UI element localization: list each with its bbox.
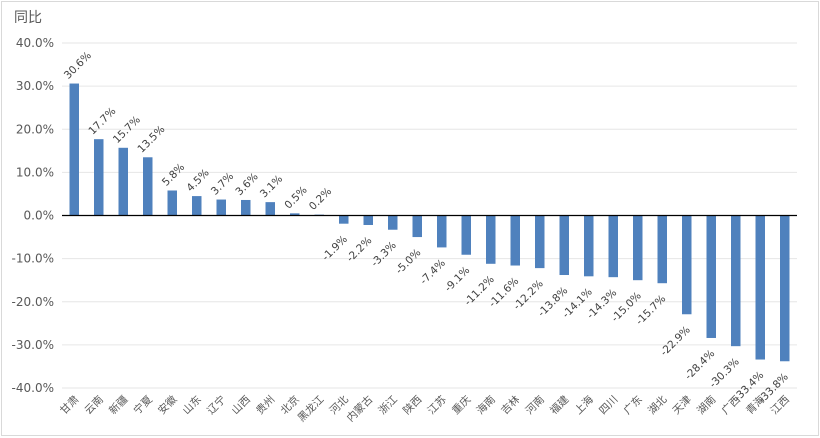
data-label: -22.9% [658,324,693,359]
x-tick-label: 贵州 [253,393,277,417]
data-label: 4.5% [184,167,211,194]
data-label: 3.7% [209,170,236,197]
x-tick-label: 广东 [621,393,645,417]
bar [657,215,667,284]
bars [69,83,790,362]
x-tick-label: 内蒙古 [344,393,375,424]
bar [461,215,471,255]
bar [559,215,569,276]
data-label: -9.1% [442,264,472,294]
x-tick-label: 湖南 [694,393,718,417]
x-tick-label: 四川 [597,394,620,417]
x-tick-label: 江苏 [425,393,449,417]
y-tick-label: -10.0% [12,252,54,266]
x-tick-label: 新疆 [106,393,130,417]
y-tick-label: -20.0% [12,295,54,309]
x-tick-label: 黑龙江 [295,393,327,425]
bar [755,215,765,360]
data-label: 30.6% [62,50,94,82]
y-axis-ticks: 40.0% 30.0% 20.0% 10.0% 0.0% -10.0% -20.0% -30.… [12,36,54,395]
data-label: 15.7% [111,114,143,146]
y-tick-label: -40.0% [12,381,54,395]
x-tick-label: 安徽 [155,393,179,417]
x-tick-label: 陕西 [400,393,424,417]
bar [339,215,349,224]
x-tick-label: 湖北 [646,393,670,417]
x-tick-label: 海南 [474,393,498,417]
data-label: -7.4% [418,257,448,287]
y-tick-label: 20.0% [16,122,54,136]
bar [167,190,177,216]
bar [731,215,741,347]
bar [535,215,545,269]
x-tick-label: 山东 [180,393,204,417]
bar [143,157,153,216]
x-tick-label: 重庆 [449,393,473,417]
bar [94,139,104,216]
y-tick-label: 0.0% [24,209,55,223]
bar [388,215,398,230]
x-tick-label: 福建 [547,393,571,417]
bar [510,215,520,266]
data-label: 17.7% [86,105,118,137]
data-label: 0.5% [282,184,309,211]
x-tick-label: 吉林 [498,393,522,417]
bar [265,202,275,216]
data-label: 0.2% [307,185,334,212]
x-tick-label: 河南 [523,393,547,417]
y-tick-label: 10.0% [16,165,54,179]
bar [486,215,496,264]
data-label: 3.6% [233,171,260,198]
data-label: 3.1% [258,173,285,200]
x-tick-label: 云南 [82,393,106,417]
bar [780,215,790,362]
y-tick-label: 40.0% [16,36,54,50]
x-tick-label: 浙江 [377,393,401,417]
bar [584,215,594,277]
bar [216,199,226,216]
data-label: 5.8% [160,161,187,188]
bar [608,215,618,278]
y-tick-label: 30.0% [16,79,54,93]
x-tick-label: 甘肃 [57,393,81,417]
bar [633,215,643,281]
bar [682,215,692,315]
y-axis-label: 同比 [14,10,42,26]
x-tick-label: 上海 [572,393,596,417]
bar [363,215,373,225]
bar [290,213,300,216]
y-tick-label: -30.0% [12,338,54,352]
bar [706,215,716,338]
data-label: -5.0% [393,247,423,277]
data-label: 13.5% [135,123,167,155]
bar [118,147,128,216]
bar [412,215,422,238]
bar [241,199,251,216]
bar [192,196,202,216]
bar [437,215,447,248]
x-tick-label: 山西 [230,394,253,417]
data-labels: 30.6% 17.7%15.7%13.5% 5.8%4.5%3.7%3.6%3.1%… [62,50,791,406]
x-tick-label: 天津 [671,393,695,417]
bar [69,83,79,216]
grid-layer [62,42,797,389]
x-tick-label: 宁夏 [131,393,155,417]
x-tick-label: 辽宁 [204,393,228,417]
